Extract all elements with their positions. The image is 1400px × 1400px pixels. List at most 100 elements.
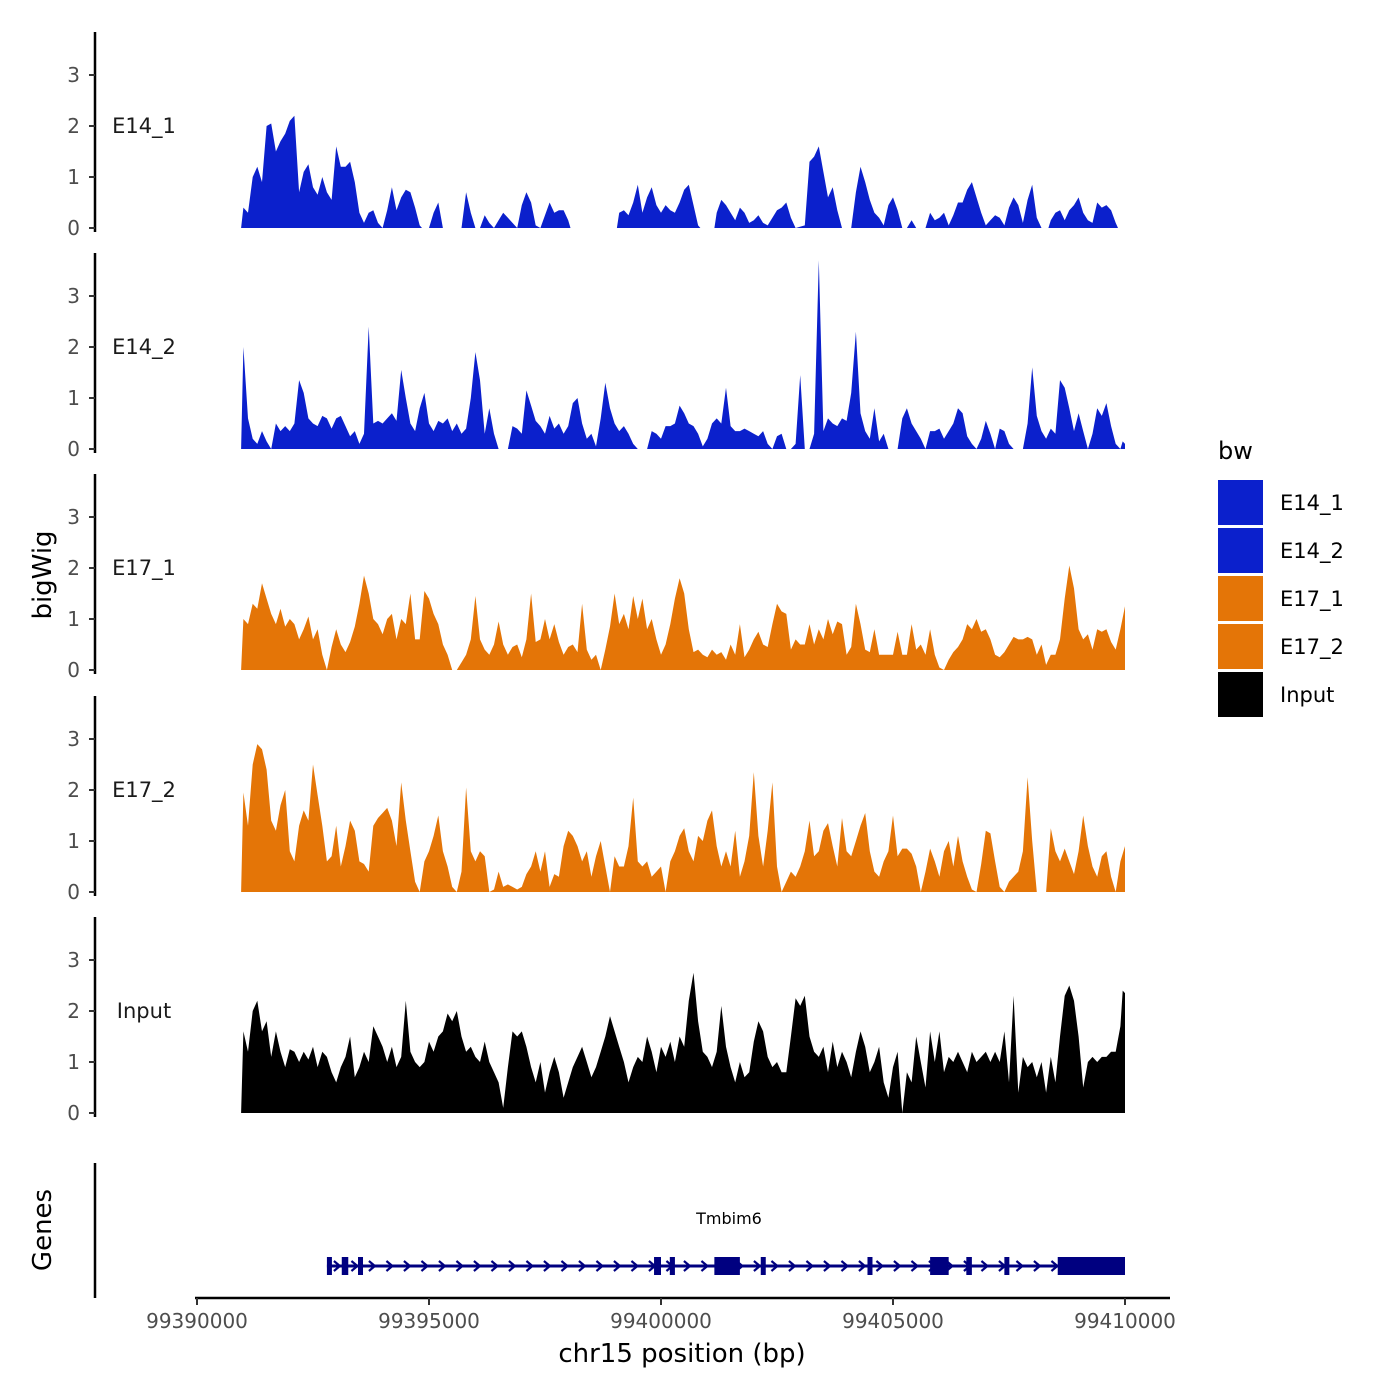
legend-label: E17_2 [1280,635,1344,660]
gene-exon [930,1257,949,1275]
gene-exon [326,1257,332,1275]
legend-items: E14_1 E14_2 E17_1 E17_2 Input [1218,480,1344,717]
track-label-E17_2: E17_2 [112,778,176,803]
legend-swatch [1218,528,1263,573]
strand-arrow-icon [875,1260,885,1272]
tracks-layer: 0 1 2 3 E14_1 0 1 2 3 E14_2 0 1 2 3 E17_1 0 1 2 3 E17_2 0 1 2 3… [67,32,1126,1125]
strand-arrow-icon [560,1260,570,1272]
gene-exon [966,1257,972,1275]
strand-arrow-icon [578,1260,587,1272]
y-tick-label: 1 [67,165,80,189]
y-tick-label: 3 [67,948,80,972]
gene-exon [714,1257,740,1275]
strand-arrow-icon [508,1260,517,1272]
gene-exon [867,1257,873,1275]
strand-arrow-icon [525,1260,535,1272]
track-area-E17_1 [241,565,1126,670]
y-tick-label: 1 [67,829,80,853]
track-E14_1: 0 1 2 3 E14_1 [67,32,1119,240]
strand-arrow-icon [753,1260,762,1272]
strand-arrow-icon [840,1260,850,1272]
strand-arrow-icon [770,1260,780,1272]
y-tick-label: 2 [67,556,80,580]
strand-arrow-icon [613,1260,622,1272]
y-tick-label: 2 [67,999,80,1023]
strand-arrow-icon [700,1260,710,1272]
legend-swatch [1218,480,1263,525]
strand-arrow-icon [350,1260,360,1272]
x-tick-label: 99395000 [378,1309,480,1333]
x-tick-label: 99405000 [842,1309,944,1333]
gene-exon [654,1257,661,1275]
y-tick-label: 2 [67,778,80,802]
legend-item-Input: Input [1218,672,1334,717]
strand-arrow-icon [543,1260,552,1272]
x-axis-title: chr15 position (bp) [558,1339,805,1369]
strand-arrow-icon [490,1260,500,1272]
track-E17_2: 0 1 2 3 E17_2 [67,696,1126,904]
legend: bw E14_1 E14_2 E17_1 E17_2 Input [1218,437,1344,717]
track-E17_1: 0 1 2 3 E17_1 [67,474,1126,682]
strand-arrow-icon [368,1260,377,1272]
strand-arrow-icon [438,1260,447,1272]
strand-arrow-icon [1033,1260,1042,1272]
gene-exon [1057,1257,1125,1275]
strand-arrow-icon [858,1260,867,1272]
gene-name-label: Tmbim6 [695,1209,762,1228]
x-tick-label: 99390000 [146,1309,248,1333]
strand-arrow-icon [823,1260,832,1272]
track-label-Input: Input [117,999,171,1023]
track-area-Input [241,972,1126,1113]
legend-label: E14_2 [1280,539,1344,564]
track-label-E14_2: E14_2 [112,335,176,360]
y-tick-label: 1 [67,1050,80,1074]
y-tick-label: 1 [67,386,80,410]
x-tick-label: 99410000 [1074,1309,1176,1333]
y-tick-label: 2 [67,335,80,359]
track-label-E14_1: E14_1 [112,114,176,139]
legend-item-E17_2: E17_2 [1218,624,1344,669]
legend-title: bw [1218,437,1253,465]
gene-layer [326,1257,1125,1275]
strand-arrow-icon [980,1260,990,1272]
y-tick-label: 1 [67,607,80,631]
legend-item-E17_1: E17_1 [1218,576,1344,621]
strand-arrow-icon [805,1260,815,1272]
legend-label: Input [1280,683,1334,707]
y-tick-label: 0 [67,880,80,904]
gene-exon [669,1257,675,1275]
track-E14_2: 0 1 2 3 E14_2 [67,253,1126,461]
gene-panel: Tmbim6 [93,1163,1125,1298]
legend-swatch [1218,576,1263,621]
gene-exon [760,1257,766,1275]
strand-arrow-icon [1015,1260,1025,1272]
strand-arrow-icon [455,1260,465,1272]
y-tick-label: 2 [67,114,80,138]
strand-arrow-icon [385,1260,395,1272]
strand-arrow-icon [420,1260,430,1272]
x-ticks-layer: 99390000 99395000 99400000 99405000 99410000 [146,1298,1176,1333]
legend-swatch [1218,672,1263,717]
y-tick-label: 0 [67,216,80,240]
y-tick-label: 0 [67,437,80,461]
strand-arrow-icon [788,1260,797,1272]
legend-label: E17_1 [1280,587,1344,612]
y-tick-label: 3 [67,505,80,529]
y-tick-label: 3 [67,727,80,751]
strand-arrow-icon [683,1260,692,1272]
strand-arrow-icon [630,1260,640,1272]
strand-arrow-icon [403,1260,412,1272]
strand-arrow-icon [595,1260,605,1272]
legend-item-E14_1: E14_1 [1218,480,1344,525]
gene-exon [1004,1257,1010,1275]
strand-arrow-icon [1050,1260,1060,1272]
y-tick-label: 3 [67,284,80,308]
y-axis-title: bigWig [28,530,58,619]
gene-exon [358,1257,364,1275]
strand-arrow-icon [473,1260,482,1272]
x-axis: 99390000 99395000 99400000 99405000 99410000… [146,1296,1176,1369]
track-label-E17_1: E17_1 [112,556,176,581]
strand-arrow-icon [893,1260,902,1272]
track-Input: 0 1 2 3 Input [67,917,1126,1125]
